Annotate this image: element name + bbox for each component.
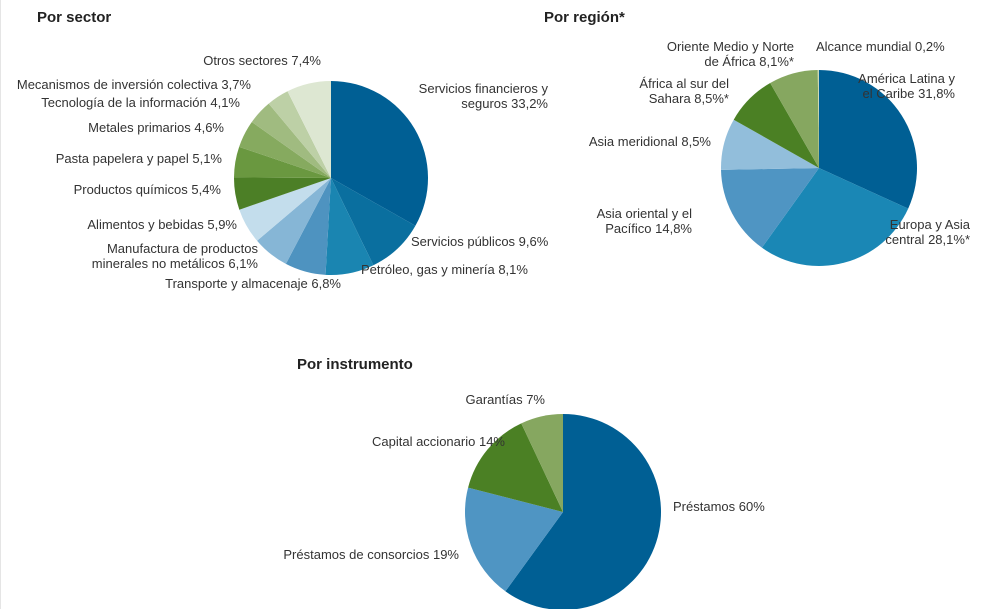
slice-label: Préstamos 60% [673,499,765,514]
slice-label: Metales primarios 4,6% [88,120,224,135]
value-label: 8,1% [498,262,528,277]
category-label: Alimentos y bebidas [87,217,204,232]
category-label: Pasta papelera y papel [55,151,189,166]
value-label: 8,1%* [759,54,794,69]
category-label: Productos químicos [73,182,188,197]
slice-label: Manufactura de productos minerales no me… [58,241,258,271]
chart-title: Por región* [544,9,625,26]
category-label: América Latina y el Caribe [858,71,955,101]
pie-slice [331,81,428,226]
pie-slice [234,146,331,178]
value-label: 6,8% [311,276,341,291]
slice-label: Tecnología de la información 4,1% [41,95,240,110]
pie-slice [239,178,331,241]
slice-label: Alcance mundial 0,2% [816,39,945,54]
category-label: Préstamos de consorcios [283,547,430,562]
value-label: 9,6% [518,234,549,249]
value-label: 4,1% [210,95,240,110]
category-label: Alcance mundial [816,39,912,54]
category-label: África al sur del Sahara [639,76,729,106]
category-label: Préstamos [673,499,736,514]
pie-slice [733,83,819,168]
value-label: 8,5% [681,134,711,149]
value-label: 7,4% [291,53,321,68]
pie-slice [465,487,563,592]
value-label: 4,6% [194,120,224,135]
slice-label: Transporte y almacenaje 6,8% [165,276,341,291]
value-label: 28,1%* [928,232,970,247]
pie-slice [521,414,563,512]
value-label: 14,8% [655,221,692,236]
slice-label: África al sur del Sahara 8,5%* [619,76,729,106]
slice-label: América Latina y el Caribe 31,8% [845,71,955,101]
slice-label: Servicios financieros y seguros 33,2% [398,81,548,111]
slice-label: Otros sectores 7,4% [203,53,321,68]
slice-label: Petróleo, gas y minería 8,1% [361,262,528,277]
category-label: Oriente Medio y Norte de África [666,39,794,69]
slice-label: Pasta papelera y papel 5,1% [56,151,222,166]
slice-label: Europa y Asia central 28,1%* [880,217,970,247]
slice-label: Préstamos de consorcios 19% [283,547,459,562]
pie-slice [819,69,918,209]
slice-label: Asia oriental y el Pacífico 14,8% [572,206,692,236]
category-label: Europa y Asia central [885,217,970,247]
pie-slice [331,178,416,266]
category-label: Garantías [465,392,523,407]
chart-title: Por sector [37,9,112,26]
pie-slice [468,423,563,512]
category-label: Otros sectores [203,53,288,68]
category-label: Asia meridional [588,134,678,149]
pie-slice [233,177,331,210]
pie-slice [721,168,819,248]
category-label: Servicios públicos [411,234,516,249]
pie-slice [721,119,819,170]
value-label: 60% [738,499,765,514]
pie-slice [817,70,819,168]
value-label: 33,2% [511,96,548,111]
value-label: 5,4% [191,182,221,197]
category-label: Manufactura de productos minerales no me… [91,241,258,271]
category-label: Capital accionario [372,434,476,449]
slice-label: Productos químicos 5,4% [74,182,221,197]
slice-label: Garantías 7% [465,392,545,407]
value-label: 14% [478,434,505,449]
value-label: 5,9% [207,217,237,232]
pie-slice [770,70,819,168]
slice-label: Oriente Medio y Norte de África 8,1%* [654,39,794,69]
chart-title: Por instrumento [297,356,413,373]
pie-slice [251,103,331,178]
slice-label: Alimentos y bebidas 5,9% [87,217,237,232]
value-label: 7% [526,392,545,407]
value-label: 0,2% [915,39,945,54]
value-label: 19% [432,547,459,562]
category-label: Tecnología de la información [41,95,207,110]
pie-slice [505,414,661,609]
pie-slice [268,91,331,178]
slice-label: Servicios públicos 9,6% [411,234,548,249]
pie-slice [239,121,331,178]
value-label: 5,1% [192,151,222,166]
category-label: Asia oriental y el Pacífico [596,206,692,236]
category-label: Servicios financieros y seguros [418,81,548,111]
pie-slice [325,178,374,275]
category-label: Metales primarios [88,120,191,135]
value-label: 6,1% [228,256,258,271]
value-label: 3,7% [221,77,251,92]
value-label: 8,5%* [694,91,729,106]
pie-slice [285,178,331,275]
pie-slice [761,168,909,266]
value-label: 31,8% [918,86,955,101]
slice-label: Capital accionario 14% [372,434,505,449]
pie-slice [257,178,331,264]
pie-slice [287,81,331,178]
slice-label: Asia meridional 8,5% [589,134,711,149]
category-label: Petróleo, gas y minería [361,262,495,277]
slice-label: Mecanismos de inversión colectiva 3,7% [17,77,251,92]
category-label: Transporte y almacenaje [165,276,308,291]
category-label: Mecanismos de inversión colectiva [16,77,218,92]
